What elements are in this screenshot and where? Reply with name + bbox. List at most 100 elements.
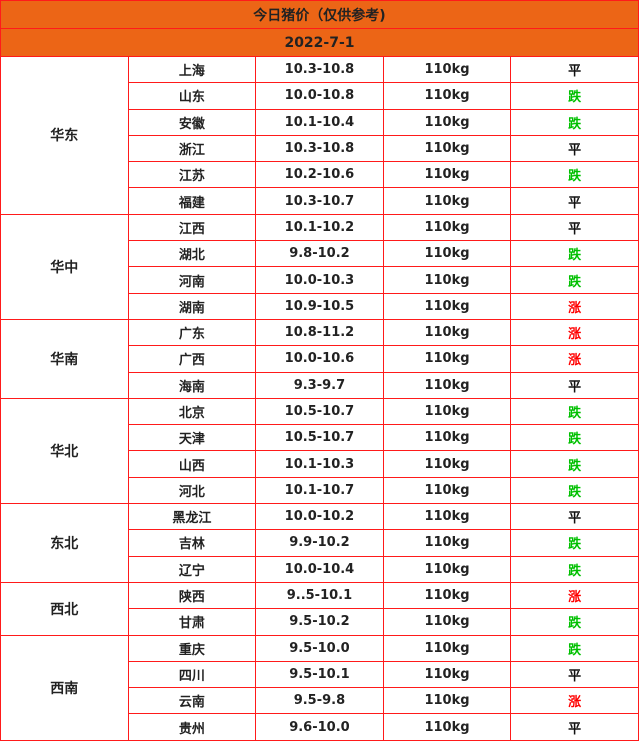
price-cell: 10.3-10.8 <box>255 55 384 84</box>
price-cell: 10.8-11.2 <box>255 318 384 347</box>
province-cell: 北京 <box>127 397 257 426</box>
table-row: 山西 10.1-10.3 110kg 跌 <box>1 450 639 478</box>
province-cell: 江苏 <box>127 161 257 189</box>
table-row: 华南 广东 10.8-11.2 110kg 涨 <box>0 318 639 399</box>
province-cell: 上海 <box>127 55 257 84</box>
price-cell: 10.3-10.8 <box>255 134 384 163</box>
trend-cell: 跌 <box>510 266 639 294</box>
region-cell: 华东 <box>0 56 129 215</box>
price-cell: 9..5-10.1 <box>255 581 384 610</box>
province-cell: 河南 <box>127 266 257 294</box>
title-row: 今日猪价（仅供参考) <box>0 0 639 29</box>
table-row: 河南 10.0-10.3 110kg 跌 <box>1 266 639 294</box>
trend-cell: 平 <box>510 134 639 163</box>
province-cell: 山东 <box>127 82 257 110</box>
trend-cell: 跌 <box>510 450 639 478</box>
price-cell: 9.5-10.1 <box>255 660 384 689</box>
table-row: 湖南 10.9-10.5 110kg 涨 <box>1 292 639 320</box>
province-cell: 湖北 <box>127 240 257 268</box>
weight-cell: 110kg <box>382 187 512 215</box>
province-cell: 广西 <box>127 345 257 373</box>
province-cell: 重庆 <box>127 634 257 662</box>
weight-cell: 110kg <box>382 266 512 294</box>
weight-cell: 110kg <box>382 292 512 320</box>
table-row: 浙江 10.3-10.8 110kg 平 <box>1 134 639 163</box>
weight-cell: 110kg <box>382 450 512 478</box>
trend-cell: 跌 <box>510 108 639 136</box>
table-row: 华东 上海 10.3-10.8 110kg 平 <box>0 55 639 215</box>
price-cell: 10.1-10.7 <box>255 476 384 505</box>
price-cell: 10.9-10.5 <box>255 292 384 320</box>
price-cell: 9.5-10.2 <box>255 608 384 636</box>
province-cell: 辽宁 <box>127 555 257 583</box>
table-row: 华中 江西 10.1-10.2 110kg 平 <box>0 213 639 320</box>
region-cell: 西南 <box>0 634 129 741</box>
table-row: 山东 10.0-10.8 110kg 跌 <box>1 82 639 110</box>
price-cell: 10.1-10.2 <box>255 213 384 242</box>
trend-cell: 涨 <box>510 581 639 610</box>
price-cell: 10.0-10.3 <box>255 266 384 294</box>
trend-cell: 跌 <box>510 608 639 636</box>
trend-cell: 跌 <box>510 82 639 110</box>
trend-cell: 平 <box>510 187 639 215</box>
trend-cell: 跌 <box>510 555 639 583</box>
province-cell: 天津 <box>127 424 257 452</box>
weight-cell: 110kg <box>382 82 512 110</box>
trend-cell: 平 <box>510 660 639 689</box>
region-cell: 华北 <box>0 397 129 505</box>
province-cell: 海南 <box>127 371 257 399</box>
table-row: 贵州 9.6-10.0 110kg 平 <box>1 713 639 741</box>
province-cell: 贵州 <box>127 713 257 741</box>
weight-cell: 110kg <box>382 240 512 268</box>
region-cell: 东北 <box>0 503 129 583</box>
region-cell: 华中 <box>0 213 129 320</box>
trend-cell: 跌 <box>510 240 639 268</box>
trend-cell: 涨 <box>510 318 639 347</box>
province-cell: 甘肃 <box>127 608 257 636</box>
weight-cell: 110kg <box>382 713 512 741</box>
trend-cell: 平 <box>510 713 639 741</box>
weight-cell: 110kg <box>382 424 512 452</box>
price-cell: 9.3-9.7 <box>255 371 384 399</box>
price-cell: 10.2-10.6 <box>255 161 384 189</box>
date-row: 2022-7-1 <box>0 28 639 57</box>
province-cell: 云南 <box>127 687 257 715</box>
weight-cell: 110kg <box>382 581 512 610</box>
table-row: 西南 重庆 9.5-10.0 110kg 跌 <box>0 634 639 741</box>
weight-cell: 110kg <box>382 55 512 84</box>
province-cell: 广东 <box>127 318 257 347</box>
trend-cell: 跌 <box>510 529 639 557</box>
weight-cell: 110kg <box>382 608 512 636</box>
province-cell: 浙江 <box>127 134 257 163</box>
trend-cell: 涨 <box>510 292 639 320</box>
weight-cell: 110kg <box>382 660 512 689</box>
price-cell: 10.1-10.4 <box>255 108 384 136</box>
weight-cell: 110kg <box>382 161 512 189</box>
table-row: 西北 陕西 9..5-10.1 110kg 涨 <box>0 581 639 636</box>
trend-cell: 跌 <box>510 634 639 662</box>
price-cell: 10.0-10.2 <box>255 503 384 531</box>
table-title: 今日猪价（仅供参考) <box>0 0 639 29</box>
province-cell: 黑龙江 <box>127 503 257 531</box>
table-row: 湖北 9.8-10.2 110kg 跌 <box>1 240 639 268</box>
price-cell: 10.0-10.4 <box>255 555 384 583</box>
province-cell: 安徽 <box>127 108 257 136</box>
price-cell: 10.5-10.7 <box>255 424 384 452</box>
weight-cell: 110kg <box>382 108 512 136</box>
province-cell: 江西 <box>127 213 257 242</box>
price-cell: 9.6-10.0 <box>255 713 384 741</box>
weight-cell: 110kg <box>382 397 512 426</box>
table-row: 云南 9.5-9.8 110kg 涨 <box>1 687 639 715</box>
trend-cell: 平 <box>510 55 639 84</box>
region-cell: 华南 <box>0 318 129 399</box>
province-cell: 四川 <box>127 660 257 689</box>
province-cell: 湖南 <box>127 292 257 320</box>
weight-cell: 110kg <box>382 371 512 399</box>
trend-cell: 跌 <box>510 424 639 452</box>
weight-cell: 110kg <box>382 634 512 662</box>
region-cell: 西北 <box>0 581 129 636</box>
province-cell: 福建 <box>127 187 257 215</box>
province-cell: 山西 <box>127 450 257 478</box>
table-row: 甘肃 9.5-10.2 110kg 跌 <box>1 608 639 636</box>
